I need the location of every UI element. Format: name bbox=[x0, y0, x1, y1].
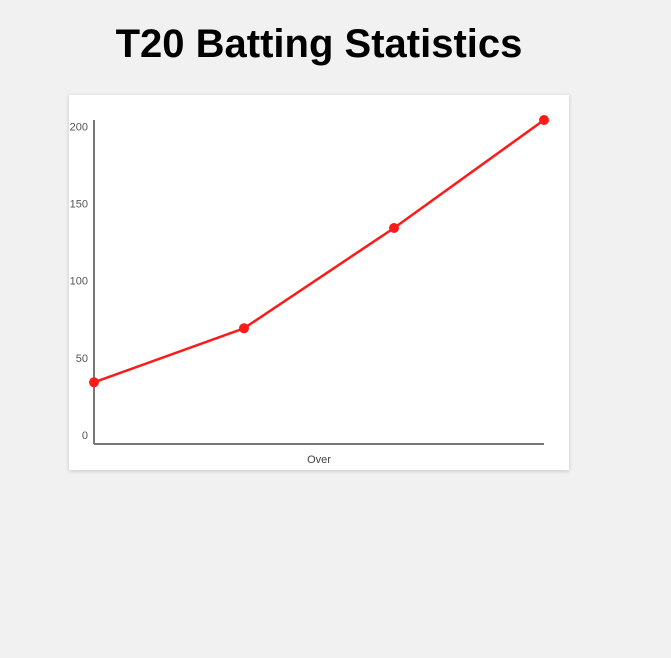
page-title: T20 Batting Statistics bbox=[115, 22, 523, 66]
x-axis: Over bbox=[94, 443, 544, 466]
y-tick-label: 0 bbox=[82, 430, 88, 442]
series-line bbox=[93, 118, 545, 384]
data-point[interactable] bbox=[539, 115, 549, 125]
y-tick-label: 100 bbox=[70, 276, 88, 288]
data-point[interactable] bbox=[89, 377, 99, 388]
y-tick-label: 50 bbox=[76, 353, 88, 365]
data-point[interactable] bbox=[389, 223, 399, 233]
data-point[interactable] bbox=[239, 323, 249, 334]
series-group bbox=[89, 115, 549, 388]
chart-card: 0 50 100 150 200 Over bbox=[69, 95, 569, 470]
y-tick-label: 150 bbox=[70, 199, 88, 211]
x-axis-label: Over bbox=[307, 454, 331, 466]
y-tick-label: 200 bbox=[70, 121, 88, 133]
line-chart: 0 50 100 150 200 Over bbox=[70, 115, 549, 466]
y-axis: 0 50 100 150 200 bbox=[70, 120, 95, 444]
